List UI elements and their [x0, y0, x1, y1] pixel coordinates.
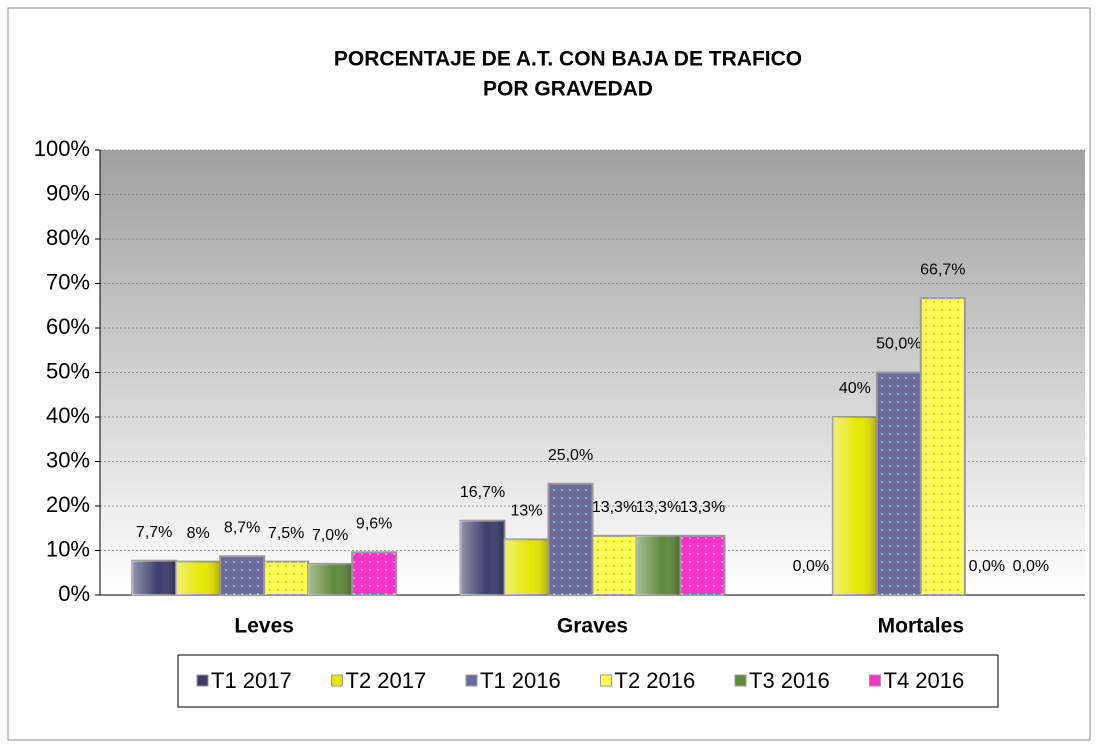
- data-label: 9,6%: [356, 515, 392, 532]
- bar-shade: [636, 535, 681, 595]
- y-tick-label: 40%: [46, 403, 90, 428]
- data-label: 0,0%: [1013, 558, 1049, 575]
- data-label: 66,7%: [920, 261, 965, 278]
- legend-swatch: [331, 674, 343, 687]
- data-label: 8%: [187, 525, 210, 542]
- x-tick-label: Graves: [557, 615, 628, 638]
- x-tick-label: Leves: [234, 615, 294, 638]
- bar-shade: [876, 372, 921, 595]
- bar-shade: [504, 539, 549, 595]
- x-tick-label: Mortales: [878, 615, 964, 638]
- legend-swatch: [600, 674, 612, 687]
- legend-swatch: [869, 674, 881, 687]
- bar-shade: [132, 560, 177, 595]
- bar-shade: [264, 561, 309, 595]
- bar-shade: [832, 417, 877, 595]
- data-label: 7,0%: [312, 527, 348, 544]
- data-label: 13,3%: [680, 499, 725, 516]
- legend-label: T1 2017: [211, 668, 292, 693]
- y-tick-label: 10%: [46, 536, 90, 561]
- bar-shade: [176, 561, 221, 595]
- legend-label: T2 2017: [346, 668, 427, 693]
- y-tick-label: 60%: [46, 314, 90, 339]
- data-label: 40%: [839, 380, 871, 397]
- chart-title: PORCENTAJE DE A.T. CON BAJA DE TRAFICO: [334, 48, 802, 71]
- data-label: 25,0%: [548, 447, 593, 464]
- y-tick-label: 20%: [46, 492, 90, 517]
- data-label: 8,7%: [224, 520, 260, 537]
- legend-swatch: [465, 674, 478, 687]
- data-label: 13,3%: [636, 499, 681, 516]
- y-tick-label: 0%: [58, 581, 90, 606]
- y-tick-label: 80%: [46, 225, 90, 250]
- bar-shade: [920, 298, 965, 595]
- data-label: 0,0%: [793, 558, 829, 575]
- data-label: 50,0%: [876, 336, 921, 353]
- legend-swatch: [196, 674, 209, 687]
- legend: [177, 654, 999, 708]
- y-tick-label: 30%: [46, 447, 90, 472]
- bar-shade: [308, 563, 353, 595]
- data-label: 0,0%: [969, 558, 1005, 575]
- bar-shade: [592, 535, 637, 595]
- data-label: 7,7%: [136, 524, 172, 541]
- data-label: 13%: [510, 503, 542, 520]
- bar-shade: [460, 520, 505, 595]
- legend-label: T1 2016: [480, 668, 561, 693]
- y-tick-label: 70%: [46, 269, 90, 294]
- legend-label: T4 2016: [884, 668, 965, 693]
- bar-shade: [680, 535, 725, 595]
- y-tick-label: 50%: [46, 358, 90, 383]
- data-label: 13,3%: [592, 499, 637, 516]
- bar-shade: [220, 556, 265, 595]
- y-tick-label: 90%: [46, 180, 90, 205]
- legend-label: T2 2016: [615, 668, 696, 693]
- legend-swatch: [734, 674, 747, 687]
- data-label: 16,7%: [460, 484, 505, 501]
- y-tick-label: 100%: [34, 136, 90, 161]
- chart-title: POR GRAVEDAD: [483, 78, 653, 101]
- legend-label: T3 2016: [749, 668, 830, 693]
- data-label: 7,5%: [268, 525, 304, 542]
- bar-shade: [352, 552, 397, 595]
- bar-shade: [548, 483, 593, 595]
